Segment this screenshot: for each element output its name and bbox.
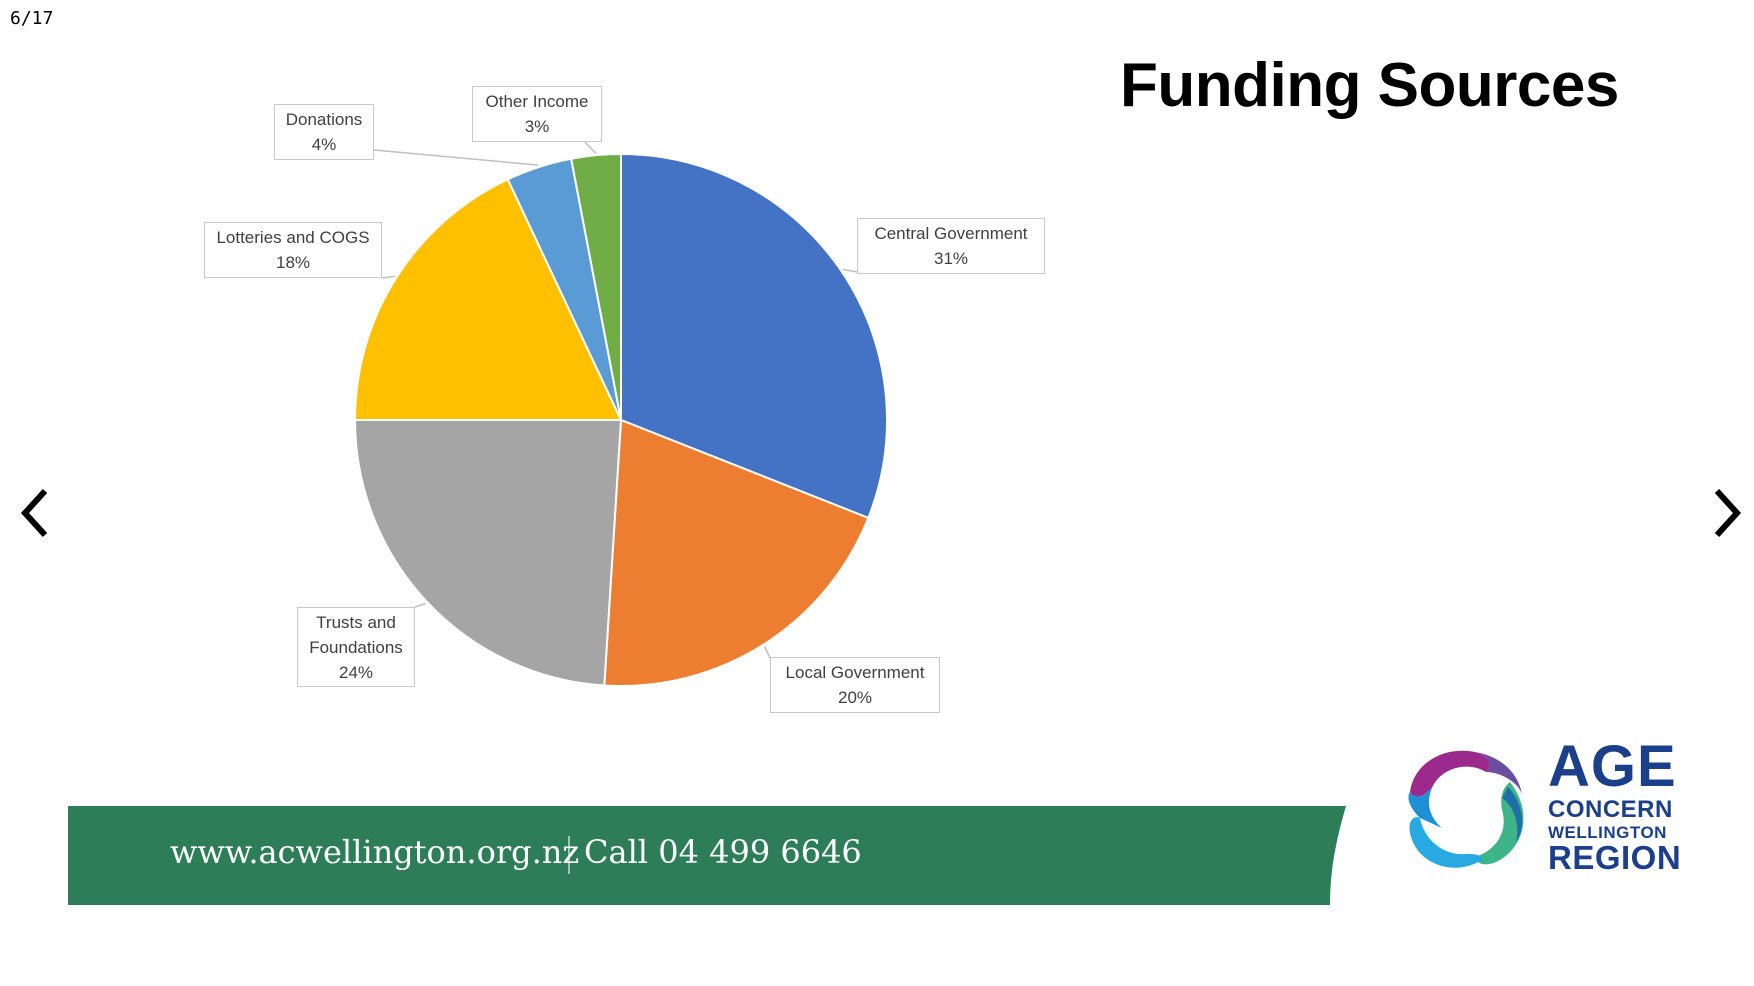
data-label-value: 20% [837, 688, 873, 707]
footer-phone: Call 04 499 6646 [584, 833, 862, 871]
page-counter: 6/17 [10, 8, 54, 29]
logo-text-age: AGE [1548, 734, 1677, 799]
data-label-category: Lotteries and COGS [216, 228, 370, 247]
leader-line [373, 149, 539, 166]
logo-text-region: REGION [1548, 839, 1682, 876]
data-label-value: 18% [275, 253, 311, 272]
data-label-lotteries-and-cogs: Lotteries and COGS 18% [204, 222, 382, 278]
data-label-category: Local Government [785, 663, 925, 682]
leader-line [584, 141, 597, 154]
data-label-category: Donations [285, 110, 363, 129]
data-label-value: 3% [524, 117, 550, 136]
leader-line [763, 645, 771, 659]
logo-text-concern: CONCERN [1548, 796, 1673, 823]
pie-slice-trusts-and-foundations [353, 419, 623, 687]
data-label-trusts-and-foundations: Trusts and Foundations 24% [297, 607, 415, 687]
slide-title: Funding Sources [1120, 51, 1619, 120]
data-label-other-income: Other Income 3% [472, 86, 602, 142]
data-label-category: Central Government [874, 224, 1028, 243]
data-label-local-government: Local Government 20% [770, 657, 940, 713]
pie-slice-local-government [603, 418, 870, 687]
swirl-logo-icon [1408, 750, 1524, 868]
data-label-category: Foundations [309, 638, 403, 657]
footer-divider [568, 836, 570, 874]
data-label-central-government: Central Government 31% [857, 218, 1045, 274]
data-label-category: Other Income [485, 92, 589, 111]
pie-slices [353, 152, 888, 687]
data-label-value: 31% [933, 249, 969, 268]
next-slide-button[interactable] [1702, 478, 1752, 548]
pie-slice-central-government [620, 152, 888, 520]
logo-text-wellington: WELLINGTON [1548, 823, 1667, 842]
data-label-value: 4% [311, 135, 337, 154]
previous-slide-button[interactable] [10, 478, 60, 548]
pie-leader-lines [373, 141, 858, 659]
leader-line [381, 275, 395, 279]
logo-wordmark: AGE CONCERN WELLINGTON REGION [1548, 734, 1682, 876]
data-label-donations: Donations 4% [274, 104, 374, 160]
pie-slice-other-income [569, 152, 622, 421]
age-concern-logo: AGE CONCERN WELLINGTON REGION [1390, 732, 1690, 882]
data-label-category: Trusts and [316, 613, 396, 632]
data-label-value: 24% [338, 663, 374, 682]
pie-slice-lotteries-and-cogs [353, 177, 623, 421]
leader-line [414, 602, 426, 608]
footer-website-link[interactable]: www.acwellington.org.nz [170, 833, 580, 871]
leader-line [842, 268, 858, 273]
chevron-right-icon [1714, 488, 1742, 538]
chevron-left-icon [20, 488, 48, 538]
